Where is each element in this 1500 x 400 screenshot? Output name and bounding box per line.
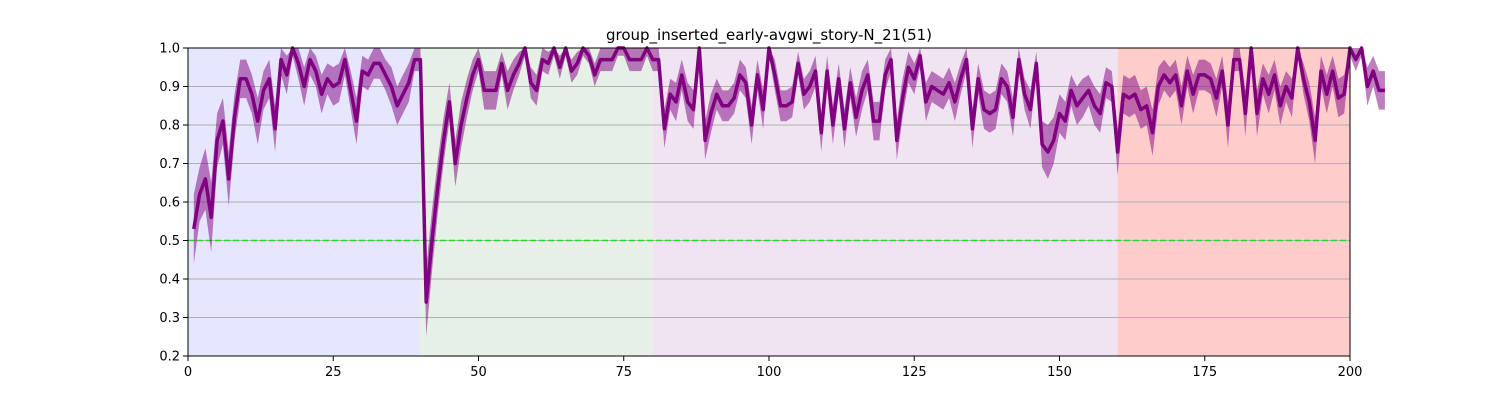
x-tick-label-0: 0: [184, 365, 192, 380]
x-tick-label-7: 175: [1192, 365, 1217, 380]
x-tick-label-6: 150: [1047, 365, 1072, 380]
x-tick-label-3: 75: [615, 365, 632, 380]
x-tick-label-5: 125: [902, 365, 927, 380]
x-tick-label-2: 50: [470, 365, 487, 380]
chart-title: group_inserted_early-avgwi_story-N_21(51…: [606, 26, 932, 45]
x-tick-label-4: 100: [757, 365, 782, 380]
x-axis: 0 25 50 75 100 125 150 175 200: [184, 356, 1363, 380]
y-tick-label-0: 0.2: [159, 350, 180, 365]
y-tick-label-7: 0.9: [159, 80, 180, 95]
y-tick-label-2: 0.4: [159, 273, 180, 288]
x-tick-label-1: 25: [325, 365, 342, 380]
y-tick-label-4: 0.6: [159, 196, 180, 211]
x-tick-label-8: 200: [1338, 365, 1363, 380]
series-lines: [192, 46, 1385, 304]
y-tick-label-6: 0.8: [159, 119, 180, 134]
series-line-0: [192, 46, 1385, 304]
y-tick-label-8: 1.0: [159, 42, 180, 57]
y-axis: 0.2 0.3 0.4 0.5 0.6 0.7 0.8 0.9 1.0: [159, 42, 188, 365]
y-tick-label-1: 0.3: [159, 311, 180, 326]
y-tick-label-5: 0.7: [159, 157, 180, 172]
y-tick-label-3: 0.5: [159, 234, 180, 249]
